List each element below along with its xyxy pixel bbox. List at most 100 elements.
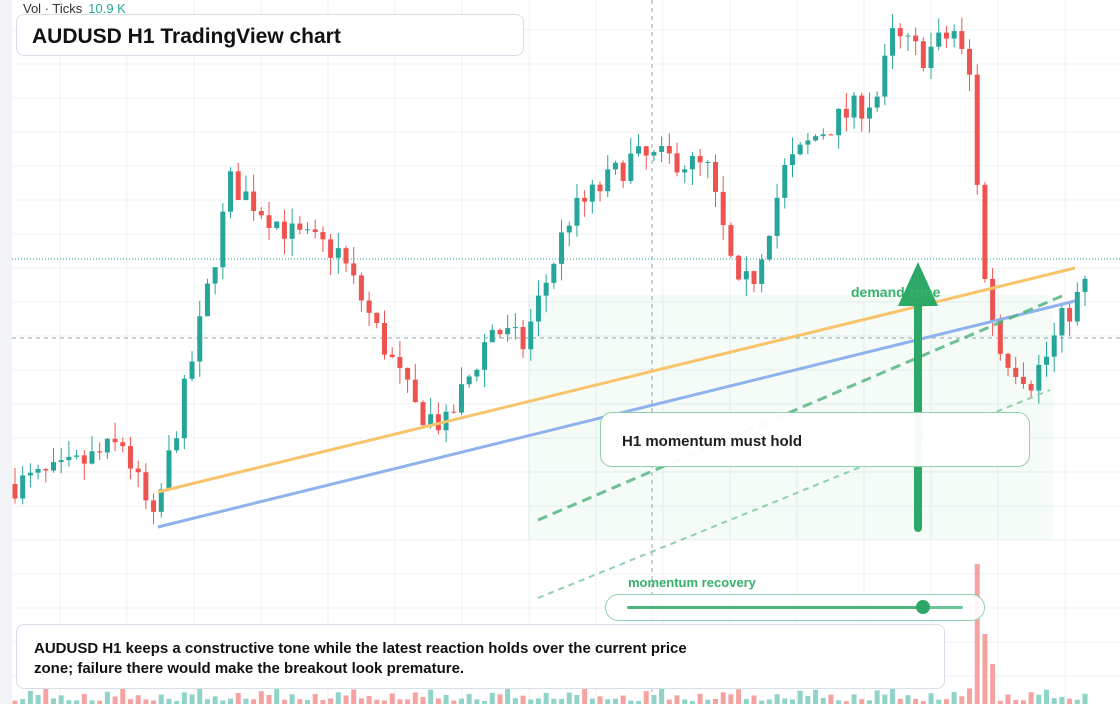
candle-body — [928, 46, 934, 69]
volume-bar — [959, 696, 965, 704]
volume-bar — [774, 694, 780, 704]
candle-body — [1036, 364, 1042, 391]
volume-bar — [974, 564, 980, 704]
candle-body — [50, 462, 56, 471]
volume-bar — [228, 698, 234, 704]
volume-bar — [343, 695, 349, 704]
volume-bar — [1074, 699, 1080, 704]
summary-text: AUDUSD H1 keeps a constructive tone whil… — [34, 640, 687, 677]
volume-bar — [474, 699, 480, 704]
volume-bar — [620, 695, 626, 704]
volume-bar — [482, 700, 488, 704]
volume-bar — [997, 700, 1003, 704]
volume-bar — [782, 698, 788, 704]
candle-body — [959, 31, 965, 49]
volume-bar — [489, 692, 495, 704]
volume-bar — [897, 698, 903, 704]
volume-bar — [505, 687, 511, 704]
volume-bar — [50, 698, 56, 704]
volume-bar — [1013, 699, 1019, 704]
candle-body — [582, 197, 588, 202]
demand-zone-label: demand zone — [851, 284, 941, 300]
volume-bar — [828, 694, 834, 704]
candle-body — [905, 35, 911, 37]
candle-body — [405, 367, 411, 380]
candle-body — [597, 184, 603, 192]
momentum-slider-knob[interactable] — [915, 600, 930, 614]
candle-body — [428, 414, 434, 426]
candle-body — [951, 31, 957, 39]
candle-body — [1067, 308, 1073, 322]
candle-body — [289, 223, 295, 239]
volume-bar — [636, 700, 642, 704]
volume-legend-value: 10.9 K — [88, 1, 126, 16]
up-arrow-head — [898, 262, 938, 306]
candle-body — [120, 442, 126, 447]
volume-bar — [328, 698, 334, 704]
volume-bar — [27, 691, 33, 704]
candle-body — [651, 151, 657, 156]
candle-body — [897, 28, 903, 37]
volume-bar — [197, 687, 203, 704]
candle-body — [251, 191, 257, 212]
volume-bar — [674, 695, 680, 704]
candle-body — [713, 161, 719, 192]
volume-bar — [74, 700, 80, 704]
candle-body — [797, 144, 803, 155]
volume-bar — [836, 700, 842, 704]
candle-body — [535, 295, 541, 322]
volume-bar — [204, 699, 210, 704]
momentum-slider[interactable] — [605, 594, 985, 621]
candle-body — [751, 271, 757, 284]
volume-bar — [697, 693, 703, 704]
volume-bar — [951, 692, 957, 704]
volume-bar — [181, 692, 187, 704]
candle-body — [35, 469, 41, 473]
candle-body — [397, 356, 403, 368]
volume-bar — [866, 700, 872, 704]
volume-bar — [597, 696, 603, 704]
volume-bar — [559, 698, 565, 704]
volume-bar — [235, 693, 241, 704]
volume-bar — [967, 688, 973, 704]
candle-body — [659, 146, 665, 152]
candle-body — [636, 146, 642, 154]
volume-bar — [335, 692, 341, 704]
volume-bar — [89, 700, 95, 704]
candle-body — [1005, 353, 1011, 368]
volume-bar — [797, 690, 803, 704]
volume-bar — [720, 692, 726, 704]
candle-body — [151, 500, 157, 512]
candle-body — [766, 235, 772, 260]
volume-bar — [274, 687, 280, 704]
candle-body — [127, 446, 133, 469]
volume-bar — [728, 694, 734, 704]
volume-bar — [759, 700, 765, 704]
candle-body — [420, 402, 426, 426]
chart-title: AUDUSD H1 TradingView chart — [32, 25, 341, 48]
candle-body — [335, 248, 341, 258]
volume-bar — [104, 691, 110, 704]
volume-bar — [1059, 696, 1065, 704]
volume-bar — [258, 691, 264, 704]
candle-body — [258, 211, 264, 216]
volume-bar — [1082, 693, 1088, 704]
volume-bar — [659, 687, 665, 704]
candle-body — [220, 211, 226, 268]
volume-bar — [736, 689, 742, 704]
volume-bar — [158, 694, 164, 704]
candle-body — [1020, 376, 1026, 384]
candle-body — [874, 96, 880, 108]
candle-body — [228, 171, 234, 212]
volume-bar — [743, 699, 749, 704]
candle-body — [135, 468, 141, 473]
candle-body — [882, 55, 888, 97]
candle-body — [489, 329, 495, 343]
volume-bar — [174, 700, 180, 704]
candle-body — [358, 275, 364, 301]
volume-bar — [689, 701, 695, 704]
volume-bar — [289, 694, 295, 704]
volume-bar — [281, 699, 287, 704]
candle-body — [589, 184, 595, 202]
volume-bar — [851, 694, 857, 704]
